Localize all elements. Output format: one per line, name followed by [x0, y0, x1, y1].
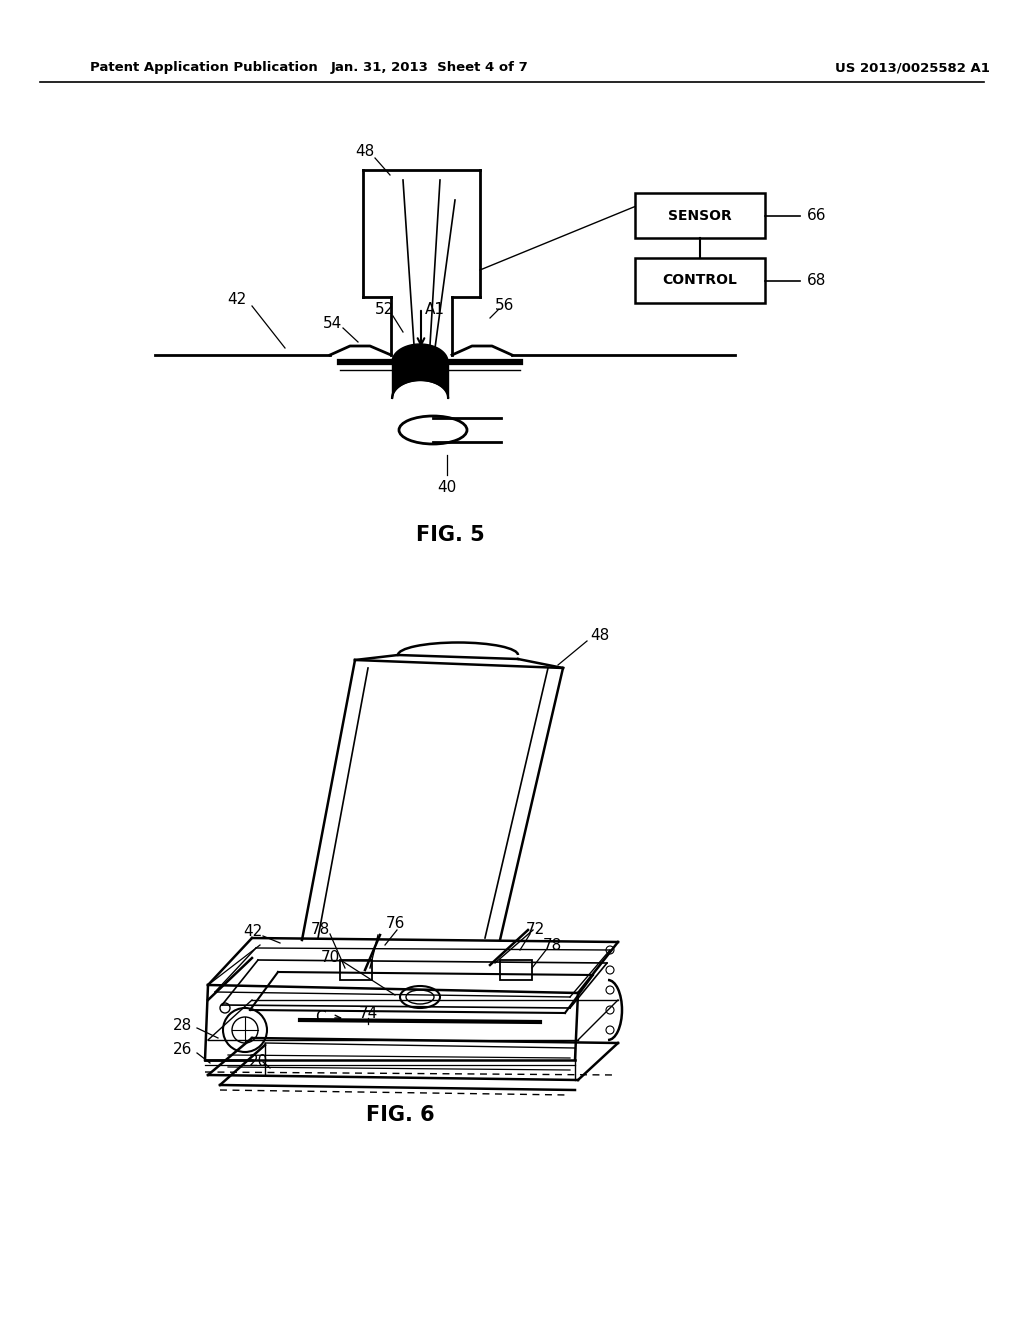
- Text: Patent Application Publication: Patent Application Publication: [90, 62, 317, 74]
- Text: FIG. 6: FIG. 6: [366, 1105, 434, 1125]
- Text: 78: 78: [310, 923, 330, 937]
- Text: 76: 76: [385, 916, 404, 932]
- Text: 74: 74: [358, 1006, 378, 1020]
- Text: CONTROL: CONTROL: [663, 273, 737, 288]
- FancyBboxPatch shape: [635, 257, 765, 304]
- FancyBboxPatch shape: [635, 193, 765, 238]
- Text: 72: 72: [525, 923, 545, 937]
- Text: 26: 26: [173, 1043, 193, 1057]
- Text: 70: 70: [321, 950, 340, 965]
- Text: SENSOR: SENSOR: [668, 209, 732, 223]
- FancyBboxPatch shape: [340, 960, 372, 979]
- Text: A1: A1: [425, 302, 445, 318]
- Text: 28: 28: [173, 1018, 193, 1032]
- Text: 42: 42: [244, 924, 262, 940]
- Text: 54: 54: [324, 315, 343, 330]
- Text: Jan. 31, 2013  Sheet 4 of 7: Jan. 31, 2013 Sheet 4 of 7: [331, 62, 528, 74]
- Text: C: C: [314, 1011, 326, 1026]
- Text: 66: 66: [807, 209, 826, 223]
- Polygon shape: [392, 345, 449, 362]
- Text: 48: 48: [591, 628, 609, 644]
- Text: 52: 52: [376, 302, 394, 318]
- Text: 48: 48: [355, 144, 375, 160]
- Text: 42: 42: [227, 293, 247, 308]
- FancyBboxPatch shape: [500, 960, 532, 979]
- Text: 40: 40: [437, 479, 457, 495]
- Text: 68: 68: [807, 273, 826, 288]
- Text: FIG. 5: FIG. 5: [416, 525, 484, 545]
- Text: 78: 78: [543, 939, 561, 953]
- Text: 20: 20: [249, 1055, 267, 1069]
- Text: US 2013/0025582 A1: US 2013/0025582 A1: [835, 62, 990, 74]
- Text: 56: 56: [496, 297, 515, 313]
